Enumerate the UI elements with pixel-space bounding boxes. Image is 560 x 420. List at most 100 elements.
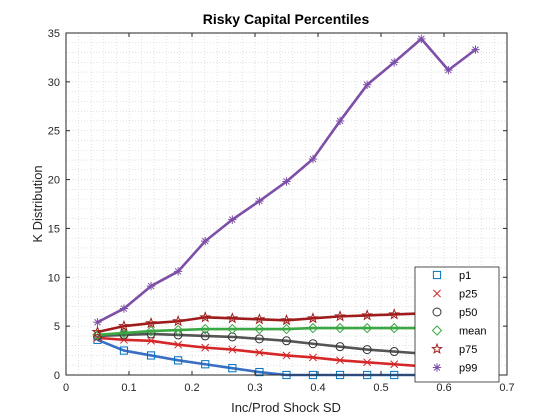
series-p99 (93, 34, 480, 327)
data-point (444, 65, 453, 75)
data-point (174, 356, 183, 365)
marker-asterisk (282, 177, 291, 186)
data-point (118, 327, 130, 339)
marker-diamond (200, 323, 211, 335)
data-point (432, 270, 442, 280)
data-point (254, 334, 264, 344)
data-point (228, 345, 237, 354)
marker-asterisk (390, 58, 399, 67)
data-point (307, 322, 319, 334)
marker-star (307, 312, 319, 324)
data-point (335, 342, 345, 352)
data-point (199, 311, 212, 323)
data-point (119, 330, 129, 340)
y-tick-label: 15 (48, 223, 60, 235)
data-point (433, 289, 441, 298)
data-point (200, 323, 211, 335)
marker-diamond (431, 325, 443, 336)
data-point (282, 351, 291, 360)
data-point (93, 335, 102, 344)
marker-asterisk (362, 80, 372, 89)
series-line-p75 (97, 311, 476, 334)
marker-star (253, 313, 266, 325)
marker-x (336, 356, 345, 365)
y-tick-label: 30 (48, 77, 60, 89)
legend-item-p75: p75 (431, 342, 477, 356)
marker-circle (308, 339, 318, 349)
marker-x (255, 348, 264, 357)
data-point (308, 154, 318, 164)
data-point (91, 325, 104, 338)
legend-label: p25 (459, 289, 477, 301)
marker-x (309, 353, 317, 362)
data-point (201, 236, 210, 246)
data-point (201, 360, 210, 369)
data-point (119, 346, 129, 355)
marker-square (93, 335, 102, 344)
data-point (389, 347, 399, 357)
data-point (253, 313, 266, 325)
data-point (431, 342, 443, 355)
series-line-p50 (97, 332, 476, 358)
marker-circle (389, 347, 399, 357)
marker-diamond (227, 323, 238, 335)
marker-square (146, 351, 156, 360)
data-point (361, 309, 374, 321)
legend: p1 p25 p50 mean p75 p99 (414, 266, 500, 383)
y-tick-label: 5 (54, 321, 60, 333)
data-point (93, 318, 102, 327)
data-point (417, 34, 426, 44)
data-point (432, 307, 442, 317)
data-point (145, 316, 157, 329)
x-axis-label: Inc/Prod Shock SD (231, 400, 341, 415)
legend-label: p1 (459, 270, 471, 282)
marker-circle (119, 330, 129, 340)
x-tick-label: 0.7 (499, 382, 514, 394)
y-axis-label: K Distribution (30, 165, 45, 242)
data-point (362, 345, 372, 355)
marker-star (145, 316, 157, 329)
marker-diamond (334, 322, 346, 334)
marker-star (172, 315, 185, 327)
marker-x (228, 345, 237, 354)
marker-square (432, 270, 442, 280)
marker-circle (335, 342, 345, 352)
data-point (471, 45, 480, 54)
marker-asterisk (255, 196, 264, 206)
data-point (254, 323, 265, 335)
marker-asterisk (119, 304, 129, 313)
data-point (282, 177, 291, 186)
legend-box (414, 266, 500, 383)
marker-circle (200, 331, 210, 341)
data-point (201, 343, 210, 352)
marker-circle (432, 307, 442, 317)
marker-x (201, 343, 210, 352)
marker-diamond (389, 322, 400, 334)
legend-item-p1: p1 (432, 270, 471, 282)
marker-asterisk (335, 116, 345, 126)
legend-item-mean: mean (431, 325, 487, 338)
x-tick-label: 0 (63, 382, 69, 394)
x-tick-label: 0.4 (310, 382, 325, 394)
marker-x (174, 340, 183, 349)
data-point (226, 312, 239, 324)
marker-star (91, 325, 104, 338)
marker-diamond (172, 324, 184, 336)
marker-square (255, 367, 264, 377)
data-point (336, 356, 345, 365)
marker-diamond (118, 327, 130, 339)
marker-asterisk (417, 34, 426, 44)
marker-star (280, 314, 293, 326)
data-point (309, 353, 317, 362)
marker-diamond (307, 322, 319, 334)
data-point (334, 322, 346, 334)
data-point (388, 308, 401, 320)
marker-circle (282, 336, 291, 346)
data-point (145, 325, 157, 337)
marker-x (120, 335, 128, 344)
marker-x (363, 358, 372, 367)
marker-asterisk (93, 318, 102, 327)
y-tick-label: 25 (48, 126, 60, 138)
data-point (172, 324, 184, 336)
